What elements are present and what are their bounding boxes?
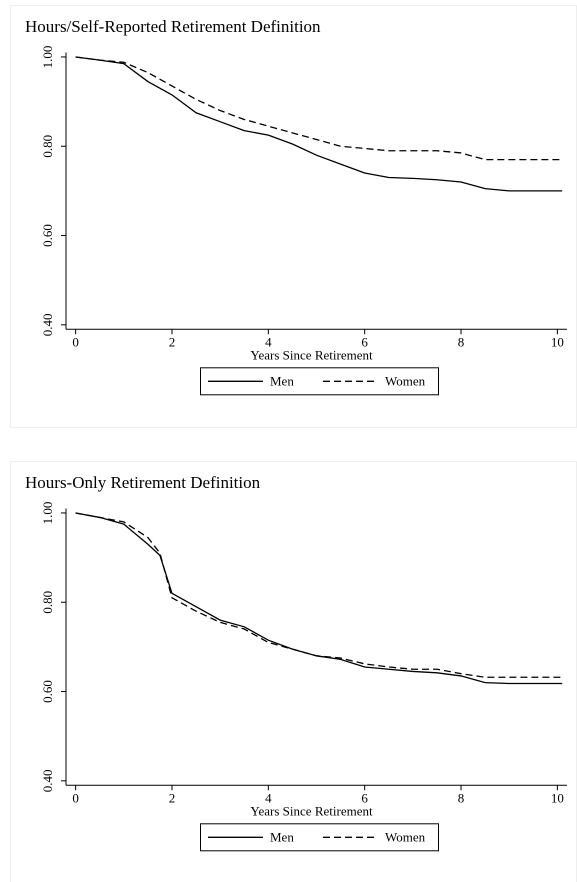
y-tick-label: 0.40: [40, 313, 55, 336]
x-tick-label: 4: [265, 790, 272, 805]
panel-frame: [10, 461, 577, 882]
panel: Hours/Self-Reported Retirement Definitio…: [10, 5, 577, 428]
chart-title: Hours-Only Retirement Definition: [25, 473, 261, 492]
x-axis-label: Years Since Retirement: [250, 803, 373, 818]
x-tick-label: 0: [72, 790, 79, 805]
x-tick-label: 6: [361, 790, 368, 805]
y-tick-label: 0.60: [40, 224, 55, 247]
x-tick-label: 10: [551, 334, 564, 349]
x-tick-label: 2: [169, 790, 176, 805]
survival-line: [75, 56, 563, 161]
survival-line: [75, 512, 563, 678]
legend: Men Women: [200, 367, 439, 396]
panel: Hours-Only Retirement Definition 0.40 0.60…: [10, 461, 577, 882]
x-axis-label: Years Since Retirement: [250, 347, 373, 362]
x-tick-label: 2: [169, 334, 176, 349]
panel-frame: [10, 5, 577, 428]
legend-label: Men: [270, 373, 294, 388]
x-tick-label: 6: [361, 334, 368, 349]
chart-title: Hours/Self-Reported Retirement Definitio…: [25, 17, 321, 36]
survival-line: [75, 56, 563, 192]
x-tick-label: 4: [265, 334, 272, 349]
y-tick-label: 0.80: [40, 591, 55, 614]
y-tick-label: 0.40: [40, 769, 55, 792]
y-tick-label: 1.00: [40, 502, 55, 525]
y-tick-label: 0.60: [40, 680, 55, 703]
legend-label: Women: [385, 373, 426, 388]
y-tick-label: 0.80: [40, 135, 55, 158]
x-tick-label: 0: [72, 334, 79, 349]
x-tick-label: 10: [551, 790, 564, 805]
legend: Men Women: [200, 823, 439, 852]
y-tick-label: 1.00: [40, 46, 55, 69]
x-tick-label: 8: [458, 790, 465, 805]
legend-label: Men: [270, 829, 294, 844]
x-tick-label: 8: [458, 334, 465, 349]
legend-label: Women: [385, 829, 426, 844]
